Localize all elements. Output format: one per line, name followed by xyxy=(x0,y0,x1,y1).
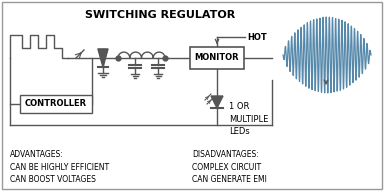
Text: MONITOR: MONITOR xyxy=(195,53,239,62)
Text: 1 OR
MULTIPLE
LEDs: 1 OR MULTIPLE LEDs xyxy=(229,102,268,136)
Text: SWITCHING REGULATOR: SWITCHING REGULATOR xyxy=(85,10,235,20)
Text: HOT: HOT xyxy=(247,32,267,41)
Text: ADVANTAGES:
CAN BE HIGHLY EFFICIENT
CAN BOOST VOLTAGES: ADVANTAGES: CAN BE HIGHLY EFFICIENT CAN … xyxy=(10,150,109,184)
Polygon shape xyxy=(98,49,108,67)
Text: DISADVANTAGES:
COMPLEX CIRCUIT
CAN GENERATE EMI: DISADVANTAGES: COMPLEX CIRCUIT CAN GENER… xyxy=(192,150,267,184)
Bar xyxy=(20,95,92,113)
Bar xyxy=(190,47,244,69)
Text: CONTROLLER: CONTROLLER xyxy=(25,100,87,108)
Polygon shape xyxy=(211,96,223,108)
